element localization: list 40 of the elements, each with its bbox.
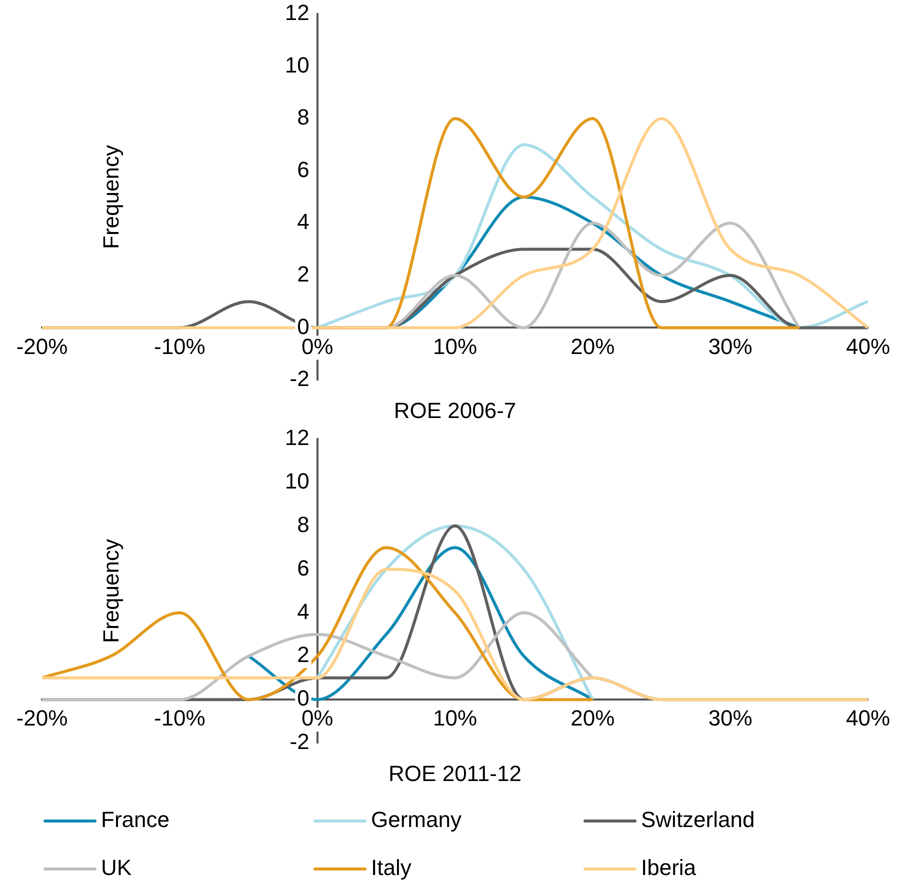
y-tick-label: 8 (297, 512, 310, 537)
x-tick-label: -10% (154, 706, 206, 731)
y-tick-label: 8 (297, 104, 310, 130)
legend-label: Germany (371, 807, 462, 832)
y-tick-label: 12 (284, 0, 310, 26)
x-tick-label: 30% (708, 334, 752, 359)
legend-label: Italy (371, 855, 412, 880)
y-axis-title: Frequency (98, 145, 124, 249)
y-tick-label: 4 (297, 598, 310, 624)
legend-label: UK (101, 855, 132, 880)
x-tick-label: 0% (301, 706, 334, 731)
y-tick-label: 2 (297, 642, 310, 668)
y-tick-label: 10 (284, 468, 310, 494)
x-tick-label: 40% (846, 706, 890, 731)
x-tick-label: 10% (432, 706, 478, 731)
y-tick-label: 2 (297, 261, 310, 286)
y-tick-label: 6 (297, 555, 310, 580)
x-tick-label: -20% (16, 334, 68, 359)
x-tick-label: -10% (154, 334, 206, 359)
x-tick-label: 40% (846, 334, 890, 359)
x-axis-title: ROE 2011-12 (388, 761, 522, 786)
x-tick-label: 20% (570, 334, 615, 359)
y-tick-label: 0 (297, 314, 310, 339)
y-tick-label: -2 (290, 366, 310, 392)
y-tick-label: 12 (284, 425, 310, 450)
x-tick-label: 0% (301, 334, 334, 359)
legend-label: Iberia (641, 855, 697, 880)
x-tick-label: 30% (708, 706, 752, 731)
x-axis-title: ROE 2006-7 (394, 398, 516, 424)
legend-label: France (101, 807, 170, 832)
x-tick-label: -20% (16, 706, 68, 731)
x-tick-label: 20% (570, 706, 615, 731)
y-tick-label: 10 (284, 52, 310, 78)
y-tick-label: 4 (297, 209, 310, 234)
y-tick-label: -2 (290, 729, 310, 754)
y-tick-label: 6 (297, 156, 310, 182)
x-tick-label: 10% (432, 334, 478, 359)
y-tick-label: 0 (297, 686, 310, 711)
legend-label: Switzerland (641, 807, 755, 832)
y-axis-title: Frequency (98, 539, 124, 643)
